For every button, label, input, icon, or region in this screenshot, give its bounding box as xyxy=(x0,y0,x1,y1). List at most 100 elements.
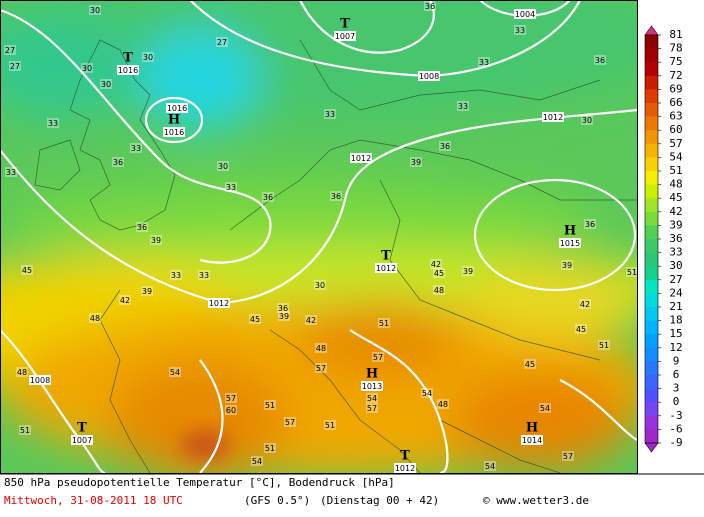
footer-run: (Dienstag 00 + 42) xyxy=(320,494,439,507)
contour-label: 42 xyxy=(120,296,130,305)
pressure-value-box xyxy=(361,381,383,391)
contour-label: 30 xyxy=(101,80,111,89)
color-scale-segment xyxy=(645,130,658,145)
isobar-label: 1012 xyxy=(351,154,371,163)
contour-label-box xyxy=(89,5,101,15)
pressure-value: 1012 xyxy=(395,464,415,473)
pressure-symbol: T xyxy=(381,249,391,264)
color-scale-label: 21 xyxy=(669,300,682,313)
contour-label-box xyxy=(324,109,336,119)
isobar-label-box xyxy=(29,375,51,385)
isobar-label: 1008 xyxy=(30,376,50,385)
contour-label-box xyxy=(437,399,449,409)
color-scale-label: 9 xyxy=(673,354,680,367)
contour-label: 51 xyxy=(379,319,389,328)
color-scale-segment xyxy=(645,157,658,172)
color-scale-label: 15 xyxy=(669,327,682,340)
contour-label: 51 xyxy=(265,444,275,453)
contour-label-box xyxy=(89,313,101,323)
color-scale-segment xyxy=(645,75,658,90)
contour-label-box xyxy=(21,265,33,275)
contour-label-box xyxy=(562,451,574,461)
contour-label: 48 xyxy=(438,400,448,409)
contour-label: 57 xyxy=(367,404,377,413)
contour-label: 33 xyxy=(199,271,209,280)
contour-label-box xyxy=(478,57,490,67)
pressure-symbol: H xyxy=(366,367,378,382)
pressure-value: 1016 xyxy=(164,128,184,137)
pressure-value: 1012 xyxy=(376,264,396,273)
pressure-value: 1016 xyxy=(118,66,138,75)
contour-label-box xyxy=(264,443,276,453)
contour-label-box xyxy=(433,285,445,295)
isobar-label-box xyxy=(542,112,564,122)
contour-label: 51 xyxy=(627,268,637,277)
contour-label: 48 xyxy=(90,314,100,323)
color-scale-label: 81 xyxy=(669,28,682,41)
footer-title: 850 hPa pseudopotentielle Temperatur [°C… xyxy=(4,476,395,489)
contour-label-box xyxy=(112,157,124,167)
contour-label-box xyxy=(47,118,59,128)
color-scale-label: 51 xyxy=(669,164,682,177)
contour-label: 39 xyxy=(142,287,152,296)
contour-label-box xyxy=(378,318,390,328)
color-scale-label: -9 xyxy=(669,436,682,449)
color-scale-segment xyxy=(645,198,658,213)
contour-label-box xyxy=(410,157,422,167)
pressure-value: 1014 xyxy=(522,436,542,445)
color-scale-segment xyxy=(645,252,658,267)
color-scale-segment xyxy=(645,388,658,403)
contour-label: 45 xyxy=(250,315,260,324)
contour-label: 45 xyxy=(22,266,32,275)
contour-label-box xyxy=(130,143,142,153)
contour-label: 45 xyxy=(525,360,535,369)
contour-label-box xyxy=(169,367,181,377)
contour-label: 30 xyxy=(143,53,153,62)
contour-label: 33 xyxy=(171,271,181,280)
pressure-symbol: T xyxy=(123,51,133,66)
contour-label-box xyxy=(81,63,93,73)
contour-label-box xyxy=(225,393,237,403)
color-scale-segment xyxy=(645,62,658,77)
pressure-value: 1013 xyxy=(362,382,382,391)
contour-label: 57 xyxy=(563,452,573,461)
color-scale-segment xyxy=(645,225,658,240)
pressure-value-box xyxy=(394,463,416,473)
contour-label: 54 xyxy=(367,394,377,403)
pressure-value: 1007 xyxy=(335,32,355,41)
color-scale-segment xyxy=(645,347,658,362)
contour-label: 36 xyxy=(113,158,123,167)
contour-label: 36 xyxy=(278,304,288,313)
contour-label: 39 xyxy=(463,267,473,276)
isobar-label-box xyxy=(350,153,372,163)
color-scale-label: 75 xyxy=(669,55,682,68)
contour-label-box xyxy=(314,280,326,290)
contour-label: 30 xyxy=(90,6,100,15)
color-scale-label: 6 xyxy=(673,368,680,381)
isobar-label: 1016 xyxy=(167,104,187,113)
contour-label-box xyxy=(278,311,290,321)
contour-label: 48 xyxy=(17,368,27,377)
color-scale: 8178757269666360575451484542393633302724… xyxy=(644,25,683,453)
color-scale-segment xyxy=(645,89,658,104)
contour-label: 54 xyxy=(540,404,550,413)
contour-label-box xyxy=(251,456,263,466)
color-scale-segment xyxy=(645,35,658,49)
contour-label-box xyxy=(372,352,384,362)
contour-label-box xyxy=(277,303,289,313)
color-scale-label: 39 xyxy=(669,218,682,231)
contour-label-box xyxy=(433,268,445,278)
contour-label-box xyxy=(462,266,474,276)
contour-label: 54 xyxy=(422,389,432,398)
color-scale-label: 72 xyxy=(669,69,682,82)
color-scale-segment xyxy=(645,429,658,444)
color-scale-segment xyxy=(645,279,658,294)
contour-label-box xyxy=(579,299,591,309)
contour-label: 30 xyxy=(218,162,228,171)
color-scale-label: 63 xyxy=(669,110,682,123)
isobar-label-box xyxy=(514,9,536,19)
contour-label: 42 xyxy=(306,316,316,325)
color-scale-label: 60 xyxy=(669,123,682,136)
